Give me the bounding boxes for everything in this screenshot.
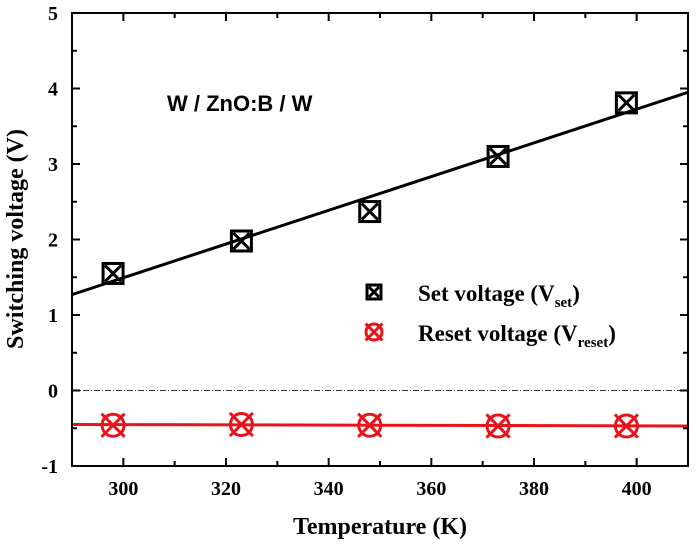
y-tick-label: 2: [48, 230, 58, 252]
set-voltage-point: [358, 200, 382, 224]
x-tick-label: 360: [416, 478, 446, 500]
reset-voltage-point: [357, 412, 383, 438]
set-voltage-point: [614, 91, 638, 115]
legend: Set voltage (Vset) Reset voltage (Vreset): [364, 281, 616, 351]
x-tick-label: 320: [211, 478, 241, 500]
y-tick-label: 5: [48, 3, 58, 25]
y-tick-label: 0: [48, 381, 58, 403]
plot-frame: [71, 12, 689, 467]
x-tick-label: 300: [108, 478, 138, 500]
x-tick-label: 400: [622, 478, 652, 500]
y-tick-label: -1: [41, 456, 58, 478]
set-fit-line: [71, 90, 689, 297]
set-voltage-point: [229, 229, 253, 253]
reset-voltage-point: [613, 413, 640, 439]
reset-voltage-point: [100, 412, 126, 438]
reset-voltage-point: [228, 411, 255, 438]
y-tick-label: 3: [48, 154, 58, 176]
x-tick-label: 380: [519, 478, 549, 500]
legend-marker-set: [365, 283, 383, 301]
reset-voltage-point: [485, 413, 511, 439]
chart-annotation: W / ZnO:B / W: [167, 91, 313, 116]
x-axis-title: Temperature (K): [293, 514, 467, 540]
set-voltage-point: [486, 144, 510, 168]
y-tick-label: 1: [48, 305, 58, 327]
y-tick-label: 4: [48, 79, 58, 101]
legend-label-reset: Reset voltage (Vreset): [418, 321, 616, 351]
y-axis-title: Switching voltage (V): [3, 129, 29, 349]
legend-marker-reset: [364, 322, 384, 342]
set-voltage-point: [101, 261, 125, 285]
legend-label-set: Set voltage (Vset): [418, 281, 580, 311]
x-tick-label: 340: [314, 478, 344, 500]
